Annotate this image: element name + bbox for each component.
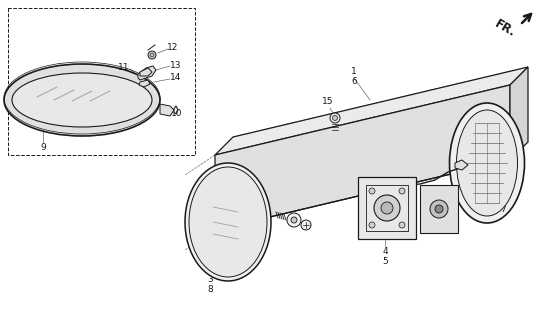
Text: 11: 11 bbox=[118, 63, 130, 73]
Text: 6: 6 bbox=[351, 77, 357, 86]
Circle shape bbox=[399, 188, 405, 194]
Polygon shape bbox=[138, 66, 156, 80]
Text: 2: 2 bbox=[500, 196, 506, 204]
Circle shape bbox=[430, 200, 448, 218]
Text: 7: 7 bbox=[500, 205, 506, 214]
Text: 13: 13 bbox=[170, 60, 182, 69]
Polygon shape bbox=[140, 68, 152, 76]
Polygon shape bbox=[215, 85, 510, 230]
Text: FR.: FR. bbox=[492, 17, 518, 39]
Circle shape bbox=[330, 113, 340, 123]
Text: 3: 3 bbox=[207, 276, 213, 284]
Circle shape bbox=[301, 220, 311, 230]
Ellipse shape bbox=[12, 73, 152, 127]
Polygon shape bbox=[510, 67, 528, 160]
Circle shape bbox=[435, 205, 443, 213]
Ellipse shape bbox=[4, 64, 160, 136]
Circle shape bbox=[333, 116, 338, 121]
Circle shape bbox=[291, 217, 297, 223]
Ellipse shape bbox=[185, 163, 271, 281]
Text: 10: 10 bbox=[171, 108, 183, 117]
Circle shape bbox=[287, 213, 301, 227]
Text: 8: 8 bbox=[207, 284, 213, 293]
Polygon shape bbox=[160, 104, 174, 116]
Text: 1: 1 bbox=[351, 68, 357, 76]
Text: 5: 5 bbox=[382, 257, 388, 266]
Text: 15: 15 bbox=[322, 98, 334, 107]
Polygon shape bbox=[215, 67, 528, 155]
Text: 4: 4 bbox=[382, 247, 388, 257]
Polygon shape bbox=[420, 185, 458, 233]
Circle shape bbox=[150, 53, 154, 57]
Circle shape bbox=[148, 51, 156, 59]
Circle shape bbox=[374, 195, 400, 221]
Ellipse shape bbox=[189, 167, 267, 277]
Circle shape bbox=[399, 222, 405, 228]
Text: 14: 14 bbox=[170, 74, 182, 83]
Ellipse shape bbox=[450, 103, 524, 223]
Circle shape bbox=[369, 188, 375, 194]
Circle shape bbox=[381, 202, 393, 214]
Circle shape bbox=[369, 222, 375, 228]
Polygon shape bbox=[358, 177, 416, 239]
Ellipse shape bbox=[457, 110, 518, 216]
Text: 12: 12 bbox=[167, 43, 178, 52]
Polygon shape bbox=[455, 160, 468, 170]
Polygon shape bbox=[139, 80, 150, 87]
Text: 9: 9 bbox=[40, 143, 46, 153]
